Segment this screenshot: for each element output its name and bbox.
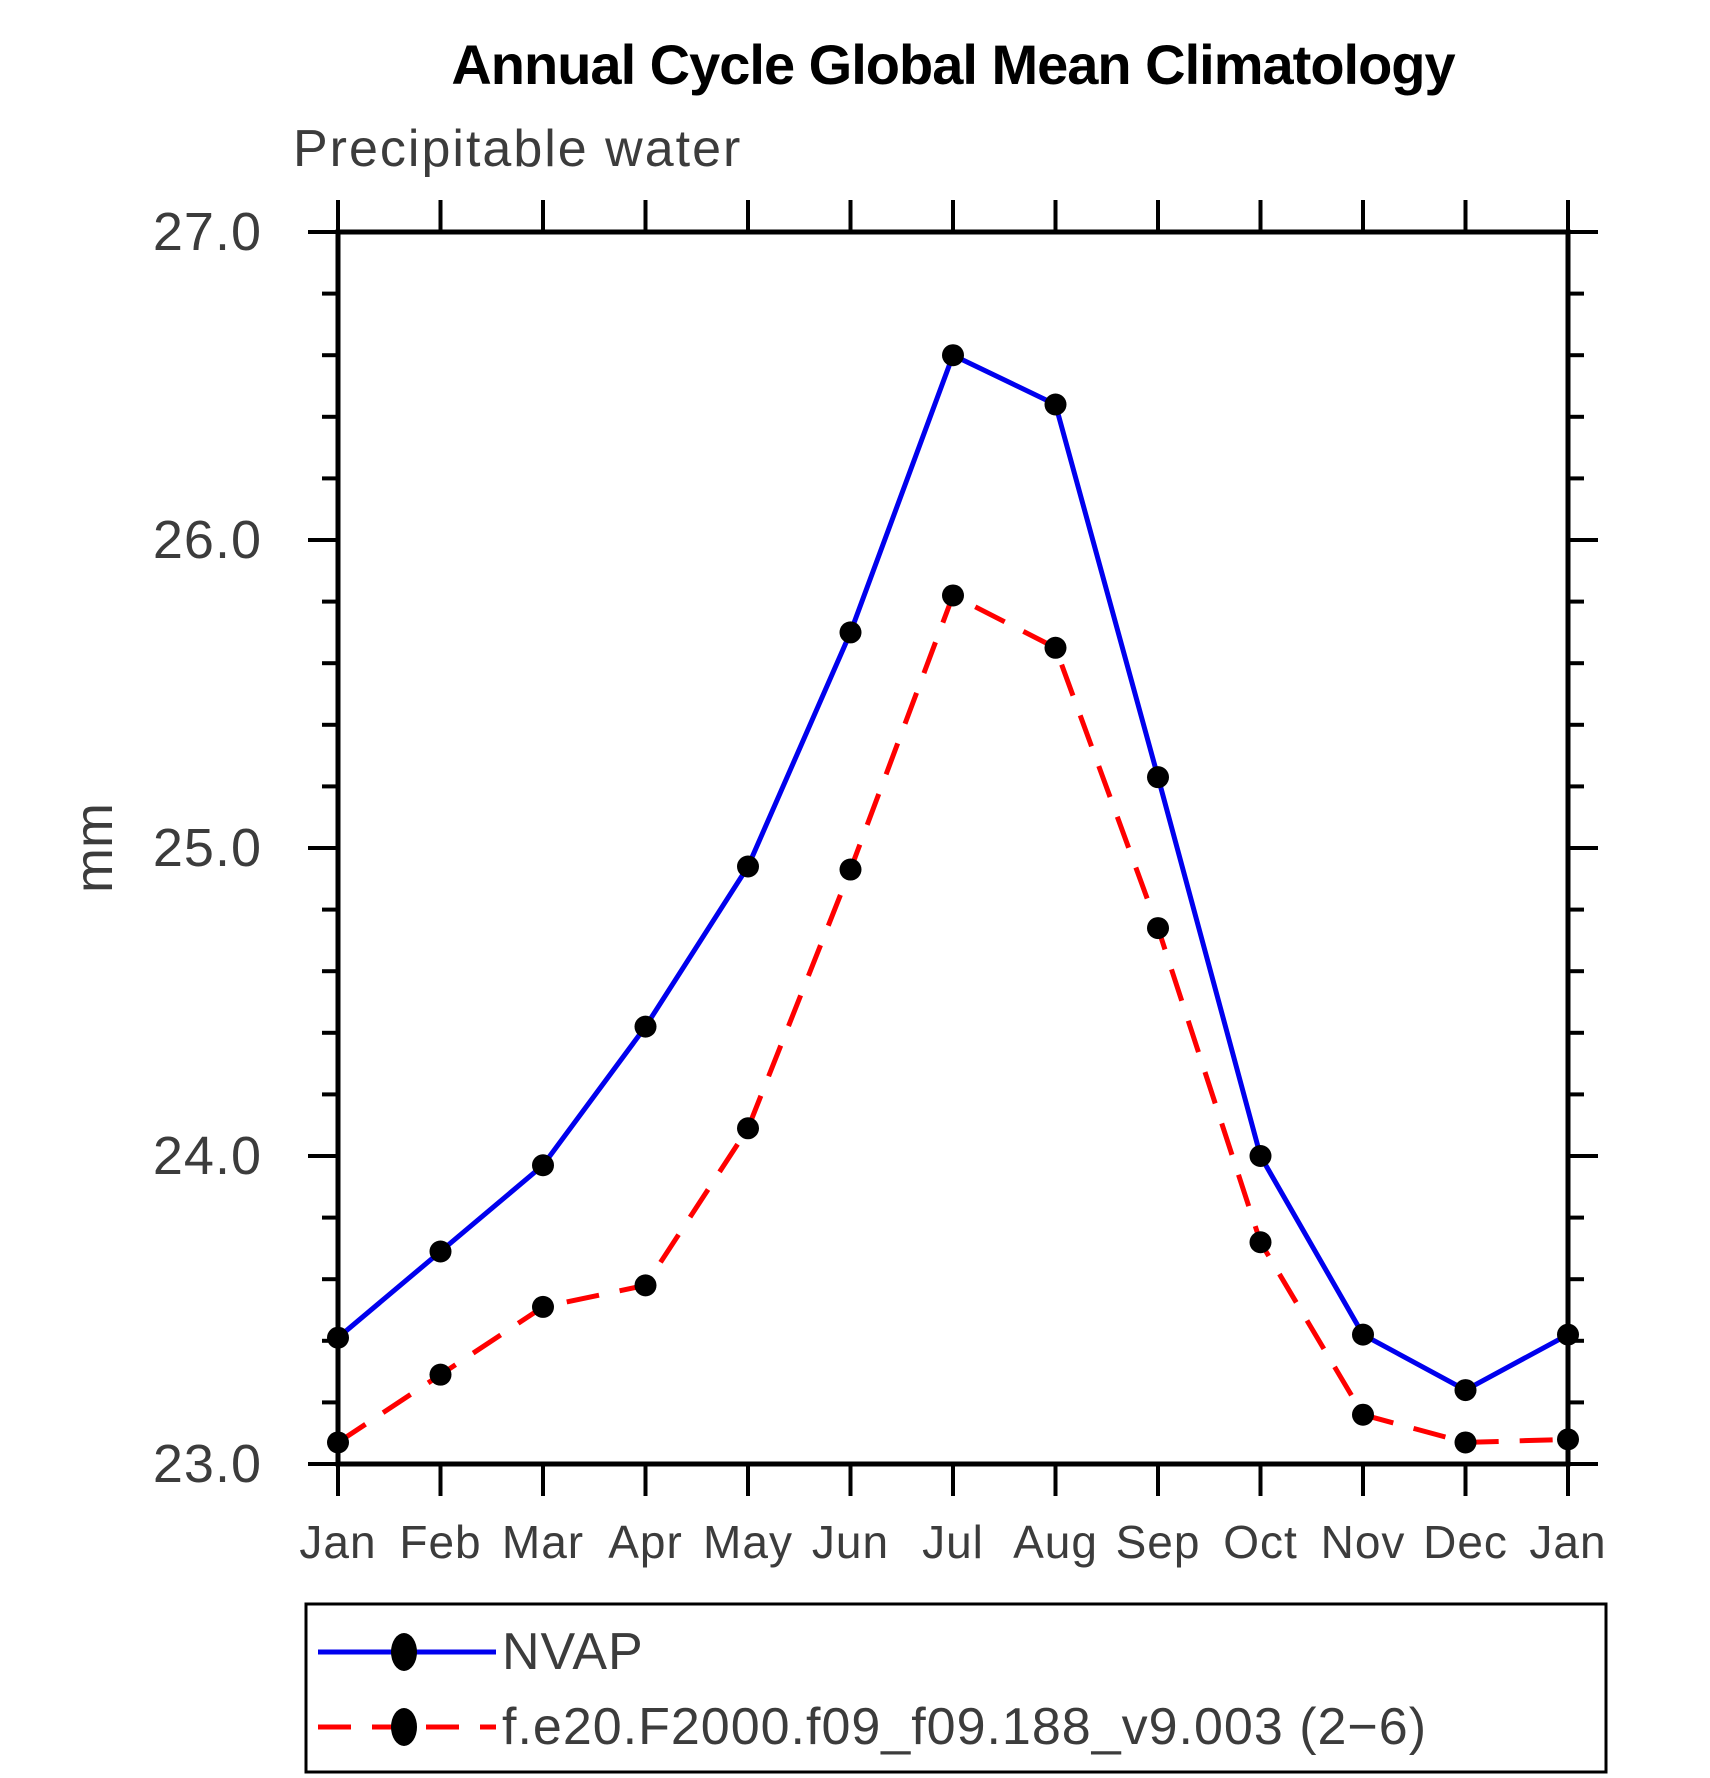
data-point-model-Aug [1044, 636, 1067, 659]
y-tick-label: 25.0 [153, 818, 262, 878]
y-tick-label: 23.0 [153, 1434, 262, 1494]
data-point-nvap-Jan [1557, 1323, 1579, 1346]
legend-label-nvap: NVAP [502, 1623, 644, 1681]
data-point-nvap-Nov [1352, 1323, 1374, 1346]
x-tick-label: Dec [1423, 1516, 1508, 1568]
x-tick-label: Feb [399, 1516, 481, 1568]
data-point-model-Jul [942, 584, 964, 607]
data-point-nvap-Jan [327, 1326, 349, 1349]
data-point-nvap-Feb [429, 1240, 452, 1263]
x-tick-label: Jul [922, 1516, 984, 1568]
x-tick-label: Aug [1013, 1516, 1098, 1568]
series-line-model [336, 592, 1569, 1445]
data-point-nvap-Jun [839, 621, 862, 644]
data-point-nvap-Mar [532, 1154, 554, 1177]
x-tick-label: Jan [1529, 1516, 1606, 1568]
data-point-model-May [737, 1117, 759, 1140]
data-point-nvap-Sep [1147, 766, 1169, 789]
data-point-model-Nov [1352, 1403, 1374, 1426]
x-tick-label: Apr [608, 1516, 683, 1568]
y-tick-label: 27.0 [153, 202, 262, 262]
data-point-model-Feb [429, 1363, 452, 1386]
data-point-model-Apr [634, 1274, 657, 1297]
x-tick-label: May [703, 1516, 793, 1568]
data-point-nvap-Dec [1454, 1379, 1477, 1402]
data-point-model-Jan [327, 1431, 349, 1454]
x-tick-label: Oct [1223, 1516, 1298, 1568]
data-point-model-Jan [1557, 1428, 1579, 1451]
plot-axes: 23.0 24.0 25.0 26.0 27.0 Jan Feb Mar Apr May Jun Ju… [153, 200, 1606, 1568]
data-point-model-Jun [839, 858, 862, 881]
x-tick-label: Jun [812, 1516, 889, 1568]
data-point-model-Dec [1454, 1431, 1477, 1454]
data-point-model-Oct [1249, 1231, 1272, 1254]
plot-frame [335, 229, 1571, 1467]
legend-samples [318, 1633, 496, 1746]
data-point-nvap-Oct [1249, 1145, 1272, 1167]
chart-title: Annual Cycle Global Mean Climatology [451, 33, 1455, 96]
legend-label-model: f.e20.F2000.f09_f09.188_v9.003 (2−6) [502, 1698, 1427, 1756]
x-tick-label: Nov [1321, 1516, 1406, 1568]
data-point-model-Mar [532, 1295, 554, 1318]
legend-box [304, 1602, 1608, 1774]
legend-sample-marker-model [391, 1708, 417, 1746]
data-point-model-Sep [1147, 917, 1169, 940]
data-point-nvap-Apr [634, 1015, 657, 1038]
data-point-nvap-Aug [1044, 393, 1067, 416]
legend: NVAP f.e20.F2000.f09_f09.188_v9.003 (2−6… [304, 1602, 1608, 1774]
legend-sample-marker-nvap [391, 1633, 417, 1671]
y-tick-label: 24.0 [153, 1126, 262, 1186]
x-tick-label: Sep [1116, 1516, 1201, 1568]
plot-series [327, 344, 1579, 1454]
data-point-nvap-Jul [942, 344, 964, 367]
y-axis-label: mm [64, 803, 124, 893]
x-tick-label: Jan [299, 1516, 376, 1568]
series-line-nvap [336, 352, 1570, 1393]
y-tick-label: 26.0 [153, 510, 262, 570]
chart-subtitle: Precipitable water [293, 120, 742, 178]
x-tick-label: Mar [502, 1516, 584, 1568]
data-point-nvap-May [737, 855, 759, 878]
